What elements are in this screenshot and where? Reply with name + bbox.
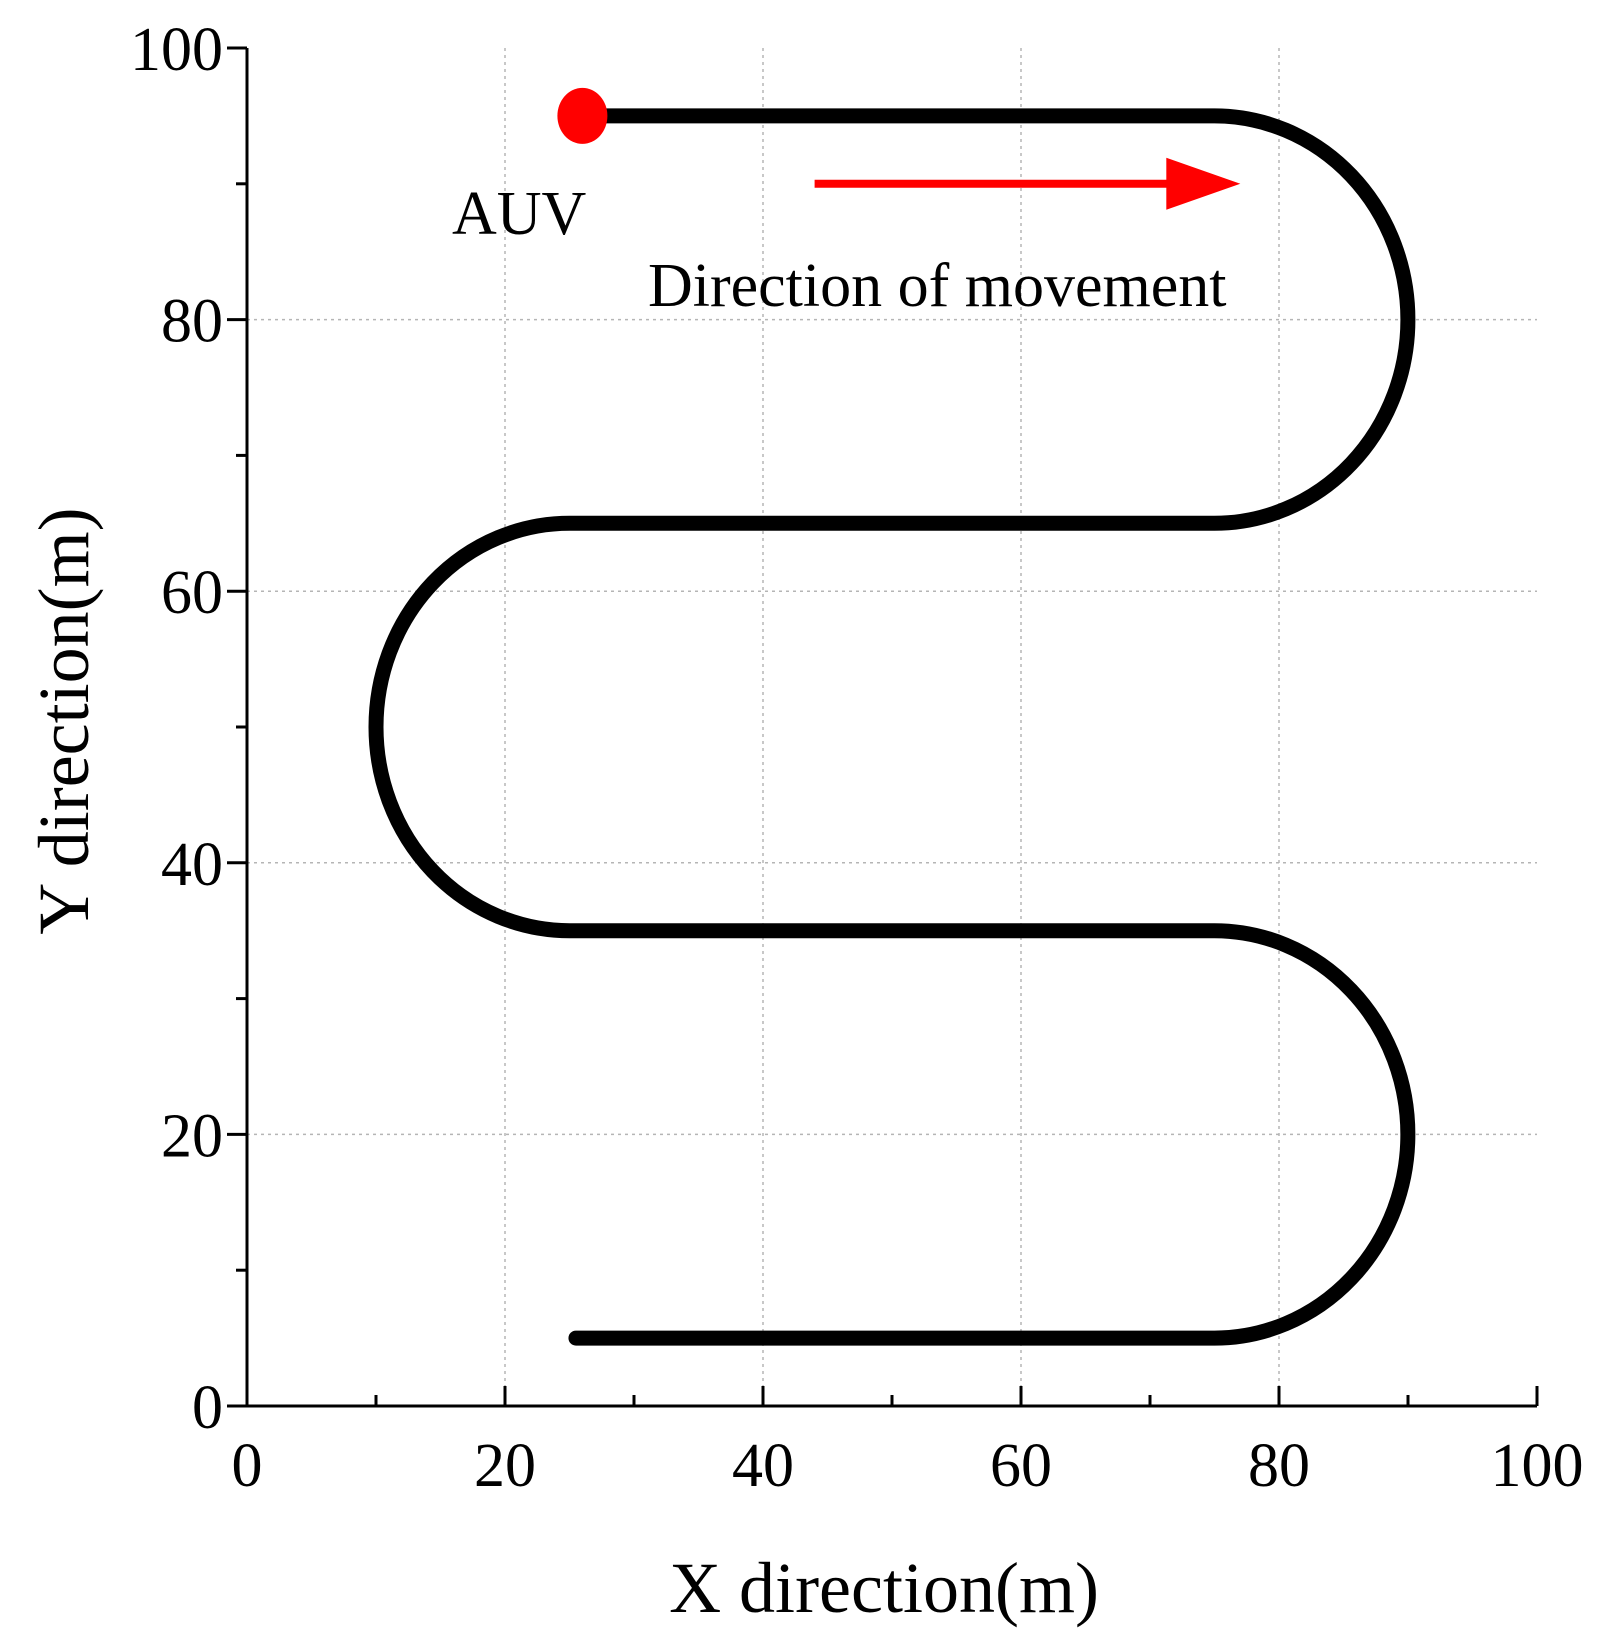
annotations: AUV Direction of movement [452, 87, 1241, 320]
y-tick-label: 100 [130, 16, 223, 84]
auv-marker [557, 87, 608, 144]
y-tick-label: 60 [161, 559, 223, 627]
x-tick-label: 0 [232, 1432, 263, 1500]
x-tick-label: 60 [990, 1432, 1052, 1500]
series [368, 108, 1416, 1346]
x-tick-label: 20 [474, 1432, 536, 1500]
direction-label: Direction of movement [648, 252, 1227, 320]
y-tick-label: 20 [161, 1102, 223, 1170]
axes [227, 46, 1539, 1408]
y-axis-title: Y direction(m) [24, 507, 104, 934]
x-axis-title: X direction(m) [669, 1548, 1099, 1628]
tick-labels: 0 20 40 60 80 100 0 20 40 60 80 100 [130, 16, 1584, 1500]
trajectory-line [368, 108, 1416, 1346]
x-tick-label: 40 [732, 1432, 794, 1500]
x-tick-label: 80 [1248, 1432, 1310, 1500]
y-tick-label: 40 [161, 831, 223, 899]
grid [247, 48, 1537, 1406]
direction-arrow-head [1166, 157, 1241, 210]
x-tick-label: 100 [1491, 1432, 1584, 1500]
auv-label: AUV [452, 180, 587, 248]
y-tick-label: 80 [161, 288, 223, 356]
y-tick-label: 0 [192, 1374, 223, 1442]
